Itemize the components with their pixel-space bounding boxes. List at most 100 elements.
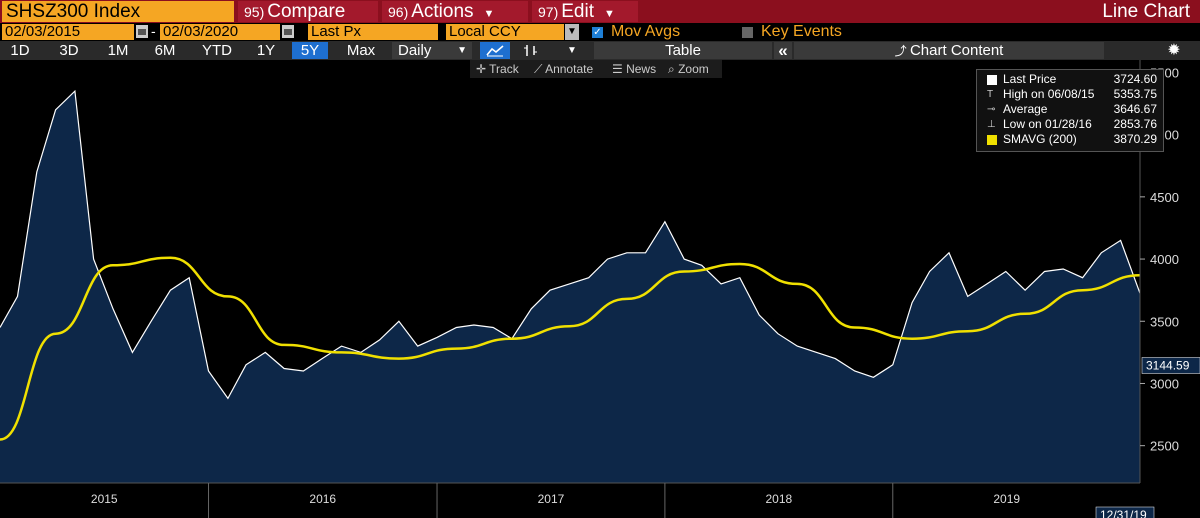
range-max-button[interactable]: Max <box>346 42 376 59</box>
range-toolbar: 1D 3D 1M 6M YTD 1Y 5Y Max Daily ▼ ▼ Table… <box>0 41 1200 60</box>
legend-name: Low on 01/28/16 <box>1003 117 1092 131</box>
range-3d-button[interactable]: 3D <box>59 42 79 59</box>
legend-value: 2853.76 <box>1113 117 1157 131</box>
legend-row-low: ⊥ Low on 01/28/16 2853.76 <box>981 117 1161 132</box>
range-ytd-button[interactable]: YTD <box>202 42 232 59</box>
mov-avgs-checkbox[interactable]: ✓ <box>592 27 603 38</box>
y-tick-label: 3000 <box>1150 376 1179 391</box>
ticker-field[interactable]: SHSZ300 Index <box>2 1 234 22</box>
average-marker-icon: ⊸ <box>987 104 996 115</box>
mov-avgs-label[interactable]: Mov Avgs <box>611 23 681 40</box>
key-events-label[interactable]: Key Events <box>761 23 842 40</box>
legend-row-high: T High on 06/08/15 5353.75 <box>981 87 1161 102</box>
edit-menu-label: Edit <box>561 1 594 22</box>
range-1m-button[interactable]: 1M <box>107 42 129 59</box>
start-date-field[interactable]: 02/03/2015 <box>2 24 134 40</box>
actions-menu[interactable]: 96) Actions ▼ <box>382 1 528 22</box>
news-label: News <box>626 62 657 76</box>
legend-name: Last Price <box>1003 72 1057 86</box>
table-button[interactable]: Table <box>594 42 772 59</box>
price-field-select[interactable]: Last Px <box>308 24 438 40</box>
y-tick-label: 2500 <box>1150 439 1179 454</box>
legend-row-smavg: SMAVG (200) 3870.29 <box>981 132 1161 147</box>
actions-menu-number: 96) <box>388 4 409 20</box>
legend-row-average: ⊸ Average 3646.67 <box>981 102 1161 117</box>
legend-value: 3724.60 <box>1113 72 1157 86</box>
sma-line <box>0 256 1141 441</box>
end-date-field[interactable]: 02/03/2020 <box>160 24 280 40</box>
annotate-tool[interactable]: ⟋ Annotate <box>534 60 593 78</box>
gear-icon[interactable]: ✹ <box>1167 42 1181 59</box>
year-label: 2015 <box>91 492 118 506</box>
annotation-toolbar: ✛ Track ⟋ Annotate ☰ News ⌕ Zoom <box>470 60 722 78</box>
collapse-icon[interactable]: « <box>774 42 792 59</box>
legend-swatch <box>987 135 997 145</box>
price-line <box>0 89 1141 400</box>
track-label: Track <box>489 62 519 76</box>
date-tag: 12/31/19 <box>1100 508 1147 518</box>
price-tag: 3144.59 <box>1146 358 1190 372</box>
legend-swatch <box>987 75 997 85</box>
line-chart-icon[interactable] <box>480 42 510 59</box>
price-tag-box <box>1141 357 1200 374</box>
chevron-down-icon: ▼ <box>457 45 467 56</box>
key-events-checkbox[interactable] <box>742 27 753 38</box>
annotate-label: Annotate <box>545 62 594 76</box>
crosshair-icon: ✛ <box>476 62 490 76</box>
bar-chart-icon[interactable] <box>516 42 546 59</box>
chevron-down-icon[interactable]: ▼ <box>565 24 579 40</box>
periodicity-label: Daily <box>398 42 432 59</box>
compare-menu-label: Compare <box>267 1 346 22</box>
news-icon: ☰ <box>612 62 627 76</box>
pencil-icon: ⟋ <box>534 62 546 76</box>
range-5y-button[interactable]: 5Y <box>292 42 328 59</box>
y-tick-label: 4500 <box>1150 190 1179 205</box>
date-tag-box <box>1095 506 1155 518</box>
legend-name: Average <box>1003 102 1048 116</box>
year-label: 2017 <box>538 492 565 506</box>
legend-row-last-price: Last Price 3724.60 <box>981 72 1161 87</box>
date-separator-icon: - <box>151 23 156 39</box>
range-6m-button[interactable]: 6M <box>154 42 176 59</box>
range-1d-button[interactable]: 1D <box>10 42 30 59</box>
x-axis-strip <box>0 483 1200 518</box>
low-marker-icon: ⊥ <box>987 119 996 130</box>
year-label: 2019 <box>993 492 1020 506</box>
currency-select[interactable]: Local CCY <box>446 24 564 40</box>
zoom-tool[interactable]: ⌕ Zoom <box>668 60 709 78</box>
chart-content-icon: ⤴ <box>894 44 910 58</box>
chevron-down-icon: ▼ <box>603 8 615 20</box>
range-1y-button[interactable]: 1Y <box>256 42 276 59</box>
news-tool[interactable]: ☰ News <box>612 60 656 78</box>
chevron-down-icon[interactable]: ▼ <box>567 45 577 56</box>
header-bar: SHSZ300 Index 95) Compare 96) Actions ▼ 97)… <box>0 0 1200 23</box>
legend-name: High on 06/08/15 <box>1003 87 1095 101</box>
chart-type-title: Line Chart <box>1102 1 1190 22</box>
legend-value: 5353.75 <box>1113 87 1157 101</box>
calendar-icon[interactable] <box>282 25 294 38</box>
high-marker-icon: T <box>987 89 994 100</box>
edit-menu[interactable]: 97) Edit ▼ <box>532 1 638 22</box>
x-axis: 2015 2016 2017 2018 2019 <box>0 482 1200 518</box>
price-area-fill <box>0 91 1140 483</box>
legend-name: SMAVG (200) <box>1003 132 1077 146</box>
legend-value: 3646.67 <box>1113 102 1157 116</box>
actions-menu-label: Actions <box>411 1 474 22</box>
chart-content-label: Chart Content <box>909 42 1004 59</box>
magnifier-icon: ⌕ <box>668 62 679 76</box>
chart-content-button[interactable]: ⤴ Chart Content <box>794 42 1104 59</box>
y-tick-label: 4000 <box>1150 252 1179 267</box>
y-tick-label: 3500 <box>1150 314 1179 329</box>
compare-menu[interactable]: 95) Compare <box>238 1 378 22</box>
year-label: 2016 <box>309 492 336 506</box>
year-label: 2018 <box>765 492 792 506</box>
legend-value: 3870.29 <box>1113 132 1157 146</box>
calendar-icon[interactable] <box>136 25 148 38</box>
compare-menu-number: 95) <box>244 4 265 20</box>
periodicity-select[interactable]: Daily ▼ <box>392 42 472 59</box>
zoom-label: Zoom <box>678 62 709 76</box>
track-tool[interactable]: ✛ Track <box>476 60 519 78</box>
chart-legend[interactable]: Last Price 3724.60 T High on 06/08/15 53… <box>976 69 1164 152</box>
edit-menu-number: 97) <box>538 4 559 20</box>
